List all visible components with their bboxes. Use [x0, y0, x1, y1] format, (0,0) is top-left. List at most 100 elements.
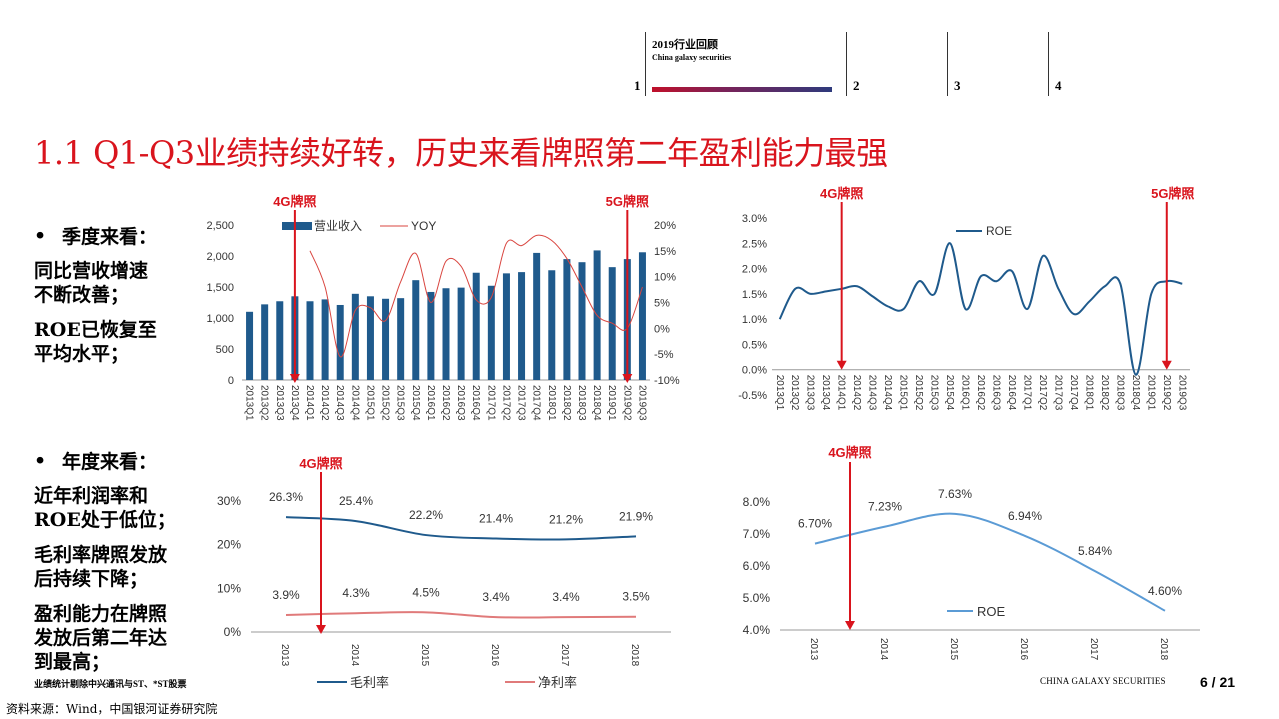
text-line: ROE已恢复至: [34, 319, 157, 341]
y-tick-label: 3.0%: [742, 213, 767, 225]
annual-point-2: 毛利率牌照发放 后持续下降；: [34, 543, 167, 591]
y2-tick-label: 15%: [654, 246, 676, 258]
x-tick-label: 2018Q3: [576, 385, 587, 421]
x-tick-label: 2019Q2: [1161, 375, 1172, 411]
x-tick-label: 2017Q1: [485, 385, 496, 421]
data-label: 21.4%: [479, 512, 513, 526]
y-tick-label: 0.0%: [742, 365, 767, 377]
x-tick-label: 2014Q4: [349, 385, 360, 421]
revenue-bar: [548, 270, 556, 380]
nav-item-4[interactable]: 4: [1055, 78, 1062, 93]
x-tick-label: 2013Q3: [805, 375, 816, 411]
annotation-5g-arrow-head: [622, 374, 633, 383]
text-line: 平均水平；: [34, 343, 130, 365]
text-line: 毛利率牌照发放: [34, 544, 168, 566]
x-tick-label: 2015Q4: [944, 375, 955, 411]
annotation-4g-label: 4G牌照: [299, 456, 342, 471]
x-tick-label: 2018Q2: [1099, 375, 1110, 411]
text-line: ROE处于低位；: [34, 509, 176, 531]
annotation-4g-arrow-head: [289, 374, 300, 383]
text-line: 同比营收增速: [34, 260, 149, 282]
quarterly-revenue-chart: 2,500 2,000 1,500 1,000 500 0 20% 15% 10% 5% 0% -5%…: [206, 194, 680, 421]
bullet-icon: •: [34, 225, 47, 247]
x-tick-label: 2014Q3: [867, 375, 878, 411]
x-tick-label: 2016Q3: [990, 375, 1001, 411]
legend-roe-label: ROE: [986, 224, 1012, 238]
y-tick-label: 0%: [224, 625, 242, 639]
x-tick-label: 2016Q1: [425, 385, 436, 421]
y-tick-label: 1,500: [206, 282, 234, 294]
x-tick-label: 2015Q1: [364, 385, 375, 421]
annual-heading: 年度来看：: [62, 451, 158, 473]
roe-line: [778, 242, 1183, 376]
x-tick-label: 2015: [419, 644, 430, 667]
annual-point-3: 盈利能力在牌照 发放后第二年达 到最高；: [34, 602, 167, 674]
revenue-bar: [563, 259, 571, 380]
revenue-bar: [457, 287, 465, 380]
text-line: 到最高；: [34, 651, 111, 673]
data-label: 3.9%: [272, 588, 300, 602]
x-tick-label: 2015Q2: [380, 385, 391, 421]
x-tick-label: 2018: [629, 644, 640, 667]
y-tick-label: 2,500: [206, 220, 234, 232]
revenue-bar: [533, 252, 541, 380]
x-tick-label: 2019Q1: [606, 385, 617, 421]
net-margin-line: [285, 611, 637, 619]
y2-tick-label: 0%: [654, 323, 670, 335]
nav-item-3[interactable]: 3: [954, 78, 961, 93]
x-tick-label: 2017Q2: [1037, 375, 1048, 411]
roe-line: [814, 512, 1166, 612]
x-tick-label: 2018Q3: [1114, 375, 1125, 411]
footnote: 业绩统计剔除中兴通讯与ST、*ST股票: [34, 679, 187, 689]
x-tick-label: 2018Q4: [591, 385, 602, 421]
text-line: 盈利能力在牌照: [34, 603, 168, 625]
annotation-5g-label: 5G牌照: [1151, 186, 1194, 201]
nav-item-2[interactable]: 2: [853, 78, 860, 93]
y-tick-label: -0.5%: [738, 390, 767, 402]
data-label: 3.4%: [552, 590, 580, 604]
x-tick-label: 2017Q3: [1052, 375, 1063, 411]
y-tick-label: 6.0%: [743, 559, 771, 573]
y-tick-label: 30%: [217, 494, 241, 508]
y-tick-label: 1.0%: [742, 314, 767, 326]
x-tick-label: 2017Q2: [500, 385, 511, 421]
data-label: 4.60%: [1148, 584, 1182, 598]
x-tick-label: 2016Q2: [440, 385, 451, 421]
y2-tick-label: 5%: [654, 298, 670, 310]
nav-separator: [645, 32, 646, 96]
revenue-bar: [321, 299, 329, 380]
nav-item-1[interactable]: 1: [634, 78, 641, 93]
data-label: 7.23%: [868, 500, 902, 514]
annotation-4g-arrow-head: [316, 625, 326, 634]
x-tick-label: 2015Q3: [395, 385, 406, 421]
x-tick-label: 2015Q1: [898, 375, 909, 411]
text-line: 不断改善；: [34, 284, 130, 306]
y-tick-label: 5.0%: [743, 591, 771, 605]
x-tick-label: 2015Q4: [410, 385, 421, 421]
x-tick-label: 2016Q4: [1006, 375, 1017, 411]
annual-margin-chart: 30% 20% 10% 0% 26.3% 25.4% 22.2% 21.4% 21.2% 21.9…: [217, 456, 671, 690]
x-tick-label: 2018Q1: [546, 385, 557, 421]
data-label: 5.84%: [1078, 544, 1112, 558]
legend-revenue-label: 营业收入: [314, 219, 362, 233]
x-tick-label: 2014: [878, 638, 889, 661]
x-tick-label: 2018Q2: [561, 385, 572, 421]
x-tick-label: 2014: [349, 644, 360, 667]
x-tick-label: 2018: [1158, 638, 1169, 661]
text-line: 近年利润率和: [34, 485, 149, 507]
y-tick-label: 8.0%: [743, 495, 771, 509]
data-label: 25.4%: [339, 494, 373, 508]
x-tick-label: 2017: [1088, 638, 1099, 661]
revenue-bar: [518, 272, 526, 380]
x-tick-label: 2016: [489, 644, 500, 667]
x-tick-label: 2015Q2: [913, 375, 924, 411]
data-label: 4.5%: [412, 585, 440, 599]
y2-tick-label: -10%: [654, 375, 680, 387]
source-note: 资料来源：Wind，中国银河证券研究院: [6, 702, 218, 716]
data-label: 7.63%: [938, 487, 972, 501]
x-tick-label: 2018Q1: [1083, 375, 1094, 411]
revenue-bar: [366, 296, 374, 380]
x-tick-label: 2016Q1: [960, 375, 971, 411]
revenue-bar: [351, 293, 359, 380]
quarterly-point-2: ROE已恢复至 平均水平；: [34, 318, 157, 366]
